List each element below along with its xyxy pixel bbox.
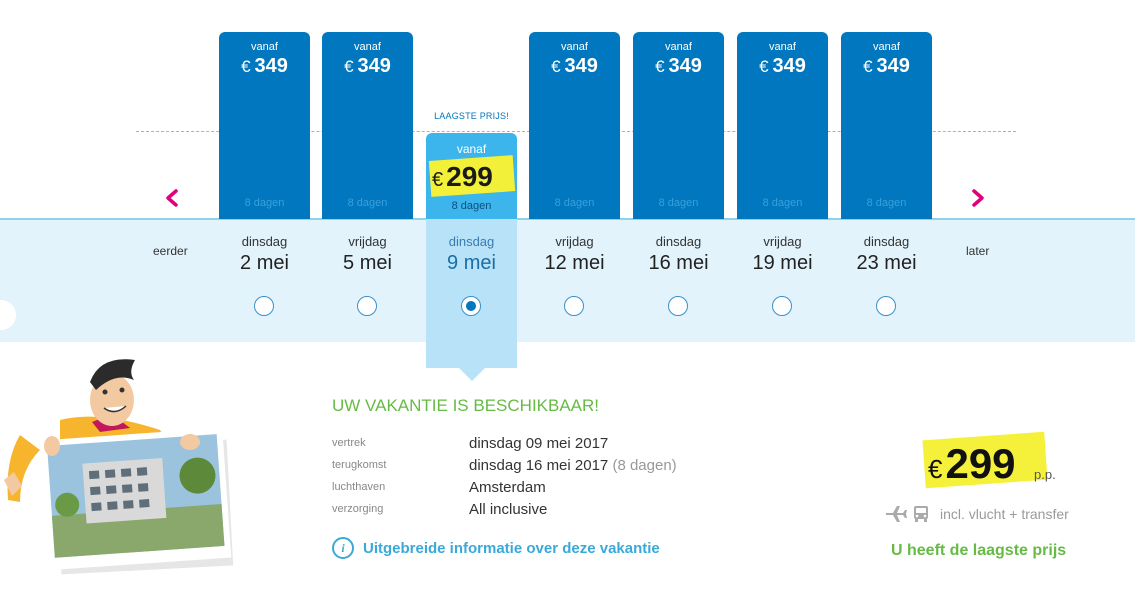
from-label: vanaf	[769, 41, 796, 53]
date-radio[interactable]	[357, 296, 377, 316]
day-month: 2 mei	[240, 252, 289, 274]
day-month: 9 mei	[447, 252, 496, 274]
weekday: dinsdag	[863, 234, 910, 249]
day-month: 19 mei	[752, 252, 813, 274]
weekday: dinsdag	[241, 234, 288, 249]
band-notch-decoration	[0, 300, 16, 330]
more-info-link[interactable]: i Uitgebreide informatie over deze vakan…	[332, 537, 660, 559]
chevron-left-icon	[166, 189, 178, 207]
bar-duration: 8 dagen	[347, 197, 388, 209]
price-bar[interactable]: vanaf €349 8 dagen	[737, 32, 828, 219]
bar-duration: 8 dagen	[658, 197, 699, 209]
date-radio[interactable]	[461, 296, 481, 316]
bar-price: €349	[241, 55, 288, 77]
date-radio[interactable]	[668, 296, 688, 316]
earlier-link[interactable]: eerder	[153, 244, 188, 258]
from-label: vanaf	[456, 142, 487, 156]
price-bar[interactable]: vanaf €349 8 dagen	[529, 32, 620, 219]
weekday: vrijdag	[763, 234, 802, 249]
price-bar[interactable]: vanaf €349 8 dagen	[219, 32, 310, 219]
later-link[interactable]: later	[966, 244, 990, 258]
from-label: vanaf	[251, 41, 278, 53]
day-month: 12 mei	[544, 252, 605, 274]
lowest-price-tag: LAAGSTE PRIJS!	[434, 111, 509, 121]
chevron-right-icon	[972, 189, 984, 207]
from-label: vanaf	[873, 41, 900, 53]
selected-pointer	[458, 367, 486, 381]
departure-date[interactable]: dinsdag 23 mei	[841, 234, 932, 275]
board-value: All inclusive	[469, 501, 548, 518]
bar-price: €349	[863, 55, 910, 77]
bar-price: €349	[551, 55, 598, 77]
price-bar[interactable]: vanaf €349 8 dagen	[633, 32, 724, 219]
return-value: dinsdag 16 mei 2017 (8 dagen)	[469, 457, 677, 474]
bar-price: €349	[759, 55, 806, 77]
previous-dates-arrow[interactable]	[162, 186, 182, 210]
weekday: vrijdag	[555, 234, 594, 249]
airport-value: Amsterdam	[469, 479, 546, 496]
trip-duration: (8 dagen)	[612, 457, 677, 474]
board-label: verzorging	[332, 503, 384, 515]
date-radio[interactable]	[254, 296, 274, 316]
bus-icon	[914, 506, 928, 522]
total-price: €299	[928, 440, 1016, 487]
price-bar[interactable]: vanaf €349 8 dagen	[322, 32, 413, 219]
bar-price: €349	[655, 55, 702, 77]
date-radio[interactable]	[564, 296, 584, 316]
next-dates-arrow[interactable]	[968, 186, 988, 210]
return-label: terugkomst	[332, 459, 387, 471]
from-label: vanaf	[665, 41, 692, 53]
day-month: 16 mei	[648, 252, 709, 274]
bar-duration: 8 dagen	[762, 197, 803, 209]
bar-duration: 8 dagen	[244, 197, 285, 209]
weekday: dinsdag	[448, 234, 495, 249]
day-month: 5 mei	[343, 252, 392, 274]
weekday: dinsdag	[655, 234, 702, 249]
bar-price: €349	[344, 55, 391, 77]
included-services: incl. vlucht + transfer	[885, 505, 1069, 523]
bar-price: €299	[432, 161, 493, 192]
date-radio[interactable]	[876, 296, 896, 316]
mascot-illustration	[4, 359, 234, 575]
info-icon: i	[332, 537, 354, 559]
more-info-label: Uitgebreide informatie over deze vakanti…	[363, 539, 660, 557]
selected-column-highlight	[426, 218, 517, 368]
price-bar-selected[interactable]: vanaf €299 8 dagen	[426, 133, 517, 219]
date-band	[0, 218, 1135, 342]
day-month: 23 mei	[856, 252, 917, 274]
lowest-price-message: U heeft de laagste prijs	[891, 542, 1067, 559]
bar-duration: 8 dagen	[866, 197, 907, 209]
departure-date[interactable]: dinsdag 16 mei	[633, 234, 724, 275]
bar-duration: 8 dagen	[451, 200, 492, 212]
departure-label: vertrek	[332, 437, 366, 449]
price-bar[interactable]: vanaf €349 8 dagen	[841, 32, 932, 219]
weekday: vrijdag	[348, 234, 387, 249]
departure-date[interactable]: vrijdag 5 mei	[322, 234, 413, 275]
departure-date[interactable]: dinsdag 2 mei	[219, 234, 310, 275]
date-radio[interactable]	[772, 296, 792, 316]
per-person-label: p.p.	[1034, 467, 1056, 482]
from-label: vanaf	[561, 41, 588, 53]
from-label: vanaf	[354, 41, 381, 53]
departure-date[interactable]: vrijdag 19 mei	[737, 234, 828, 275]
airport-label: luchthaven	[332, 481, 386, 493]
availability-title: UW VAKANTIE IS BESCHIKBAAR!	[332, 396, 600, 415]
departure-value: dinsdag 09 mei 2017	[469, 435, 609, 452]
departure-date[interactable]: vrijdag 12 mei	[529, 234, 620, 275]
departure-date[interactable]: dinsdag 9 mei	[426, 234, 517, 275]
included-services-label: incl. vlucht + transfer	[940, 506, 1069, 522]
bar-duration: 8 dagen	[554, 197, 595, 209]
plane-icon	[886, 506, 907, 522]
